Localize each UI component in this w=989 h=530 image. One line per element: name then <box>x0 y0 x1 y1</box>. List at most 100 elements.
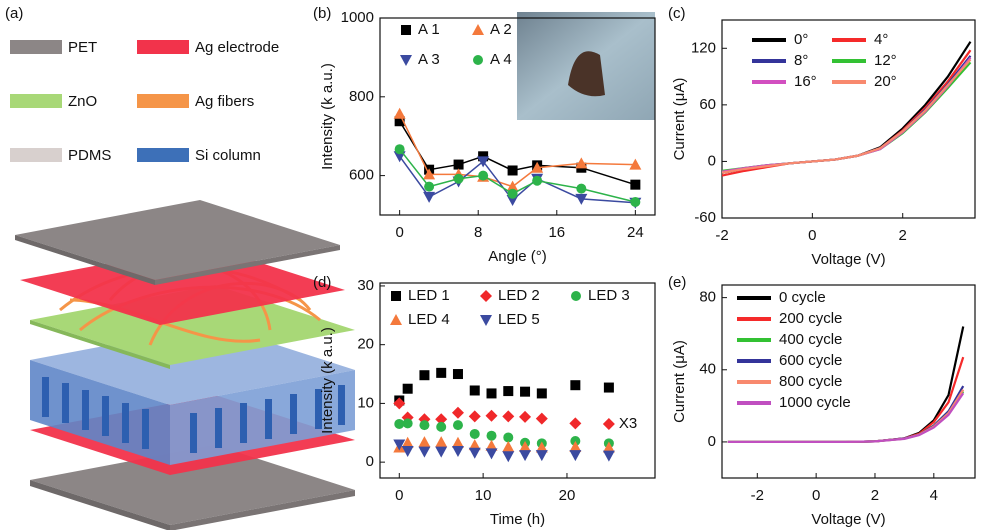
series-line <box>400 114 636 187</box>
legend-label: A 4 <box>490 51 512 68</box>
y-tick-label: 40 <box>699 361 716 378</box>
marker <box>519 411 531 423</box>
panel-label: (c) <box>668 5 686 22</box>
y-axis-label: Current (μA) <box>671 78 688 161</box>
marker <box>390 314 402 325</box>
marker <box>502 410 514 422</box>
y-tick-label: 0 <box>366 453 374 470</box>
marker <box>454 174 464 184</box>
legend-label: 200 cycle <box>779 310 842 327</box>
marker <box>470 429 480 439</box>
page: (a)PETAg electrodeZnOAg fibersPDMSSi col… <box>0 0 989 530</box>
series-line <box>722 62 970 170</box>
marker <box>436 368 446 378</box>
legend-label: A 2 <box>490 21 512 38</box>
figure: (a)PETAg electrodeZnOAg fibersPDMSSi col… <box>0 0 989 530</box>
x-tick-label: 2 <box>871 487 879 504</box>
marker <box>480 290 492 302</box>
series-line <box>722 56 970 172</box>
panel-label: (e) <box>668 274 686 291</box>
x-tick-label: -2 <box>751 487 764 504</box>
marker <box>571 291 581 301</box>
marker <box>418 447 430 458</box>
y-tick-label: 80 <box>699 289 716 306</box>
x-tick-label: 20 <box>559 487 576 504</box>
marker <box>576 184 586 194</box>
y-tick-label: 120 <box>691 39 716 56</box>
x-tick-label: 16 <box>548 224 565 241</box>
legend-label: LED 1 <box>408 287 450 304</box>
x-tick-label: 10 <box>475 487 492 504</box>
marker <box>630 180 640 190</box>
legend-label: LED 4 <box>408 311 450 328</box>
legend-label: 4° <box>874 31 888 48</box>
marker <box>469 410 481 422</box>
y-tick-label: 600 <box>349 167 374 184</box>
marker <box>436 422 446 432</box>
legend-label: LED 5 <box>498 311 540 328</box>
marker <box>472 24 484 35</box>
y-tick-label: 30 <box>357 277 374 294</box>
plot-area <box>393 368 615 462</box>
y-tick-label: 800 <box>349 88 374 105</box>
x-tick-label: 2 <box>899 227 907 244</box>
y-tick-label: -60 <box>694 209 716 226</box>
legend-label: 0° <box>794 31 808 48</box>
marker <box>454 160 464 170</box>
legend-label: 400 cycle <box>779 331 842 348</box>
y-tick-label: 0 <box>708 152 716 169</box>
legend-label: PDMS <box>68 147 111 164</box>
y-tick-label: 60 <box>699 96 716 113</box>
legend-label: 0 cycle <box>779 289 826 306</box>
legend-swatch <box>10 148 62 162</box>
marker <box>452 407 464 419</box>
legend-label: 8° <box>794 52 808 69</box>
y-tick-label: 1000 <box>341 9 374 26</box>
marker <box>536 413 548 425</box>
marker <box>502 451 514 462</box>
plot-frame <box>722 20 975 218</box>
marker <box>419 420 429 430</box>
marker <box>403 418 413 428</box>
x-axis-label: Voltage (V) <box>811 511 885 528</box>
marker <box>453 420 463 430</box>
marker <box>486 410 498 422</box>
plot-area <box>728 326 963 441</box>
marker <box>473 55 483 65</box>
marker <box>469 448 481 459</box>
marker <box>418 436 430 447</box>
x-tick-label: 0 <box>812 487 820 504</box>
marker <box>569 450 581 461</box>
x-tick-label: 0 <box>808 227 816 244</box>
panel-label: (d) <box>313 274 331 291</box>
legend-swatch <box>10 94 62 108</box>
x-tick-label: 4 <box>930 487 938 504</box>
marker <box>395 144 405 154</box>
legend-label: 1000 cycle <box>779 394 851 411</box>
marker <box>520 387 530 397</box>
legend-label: Si column <box>195 147 261 164</box>
legend-label: Ag fibers <box>195 93 254 110</box>
y-axis-label: Intensity (k a.u.) <box>319 63 336 170</box>
marker <box>453 369 463 379</box>
marker <box>508 189 518 199</box>
x-tick-label: -2 <box>715 227 728 244</box>
marker <box>487 388 497 398</box>
x-axis-label: Angle (°) <box>488 248 547 265</box>
marker <box>570 380 580 390</box>
marker <box>502 441 514 452</box>
legend-label: 12° <box>874 52 897 69</box>
legend-label: 16° <box>794 73 817 90</box>
x-axis-label: Voltage (V) <box>811 251 885 268</box>
marker <box>508 165 518 175</box>
y-tick-label: 10 <box>357 394 374 411</box>
x-tick-label: 0 <box>395 224 403 241</box>
series-line <box>722 58 970 172</box>
y-axis-label: Current (μA) <box>671 340 688 423</box>
panel-label: (b) <box>313 5 331 22</box>
marker <box>486 448 498 459</box>
marker <box>604 383 614 393</box>
marker <box>403 384 413 394</box>
marker <box>470 385 480 395</box>
series-line <box>728 326 963 441</box>
